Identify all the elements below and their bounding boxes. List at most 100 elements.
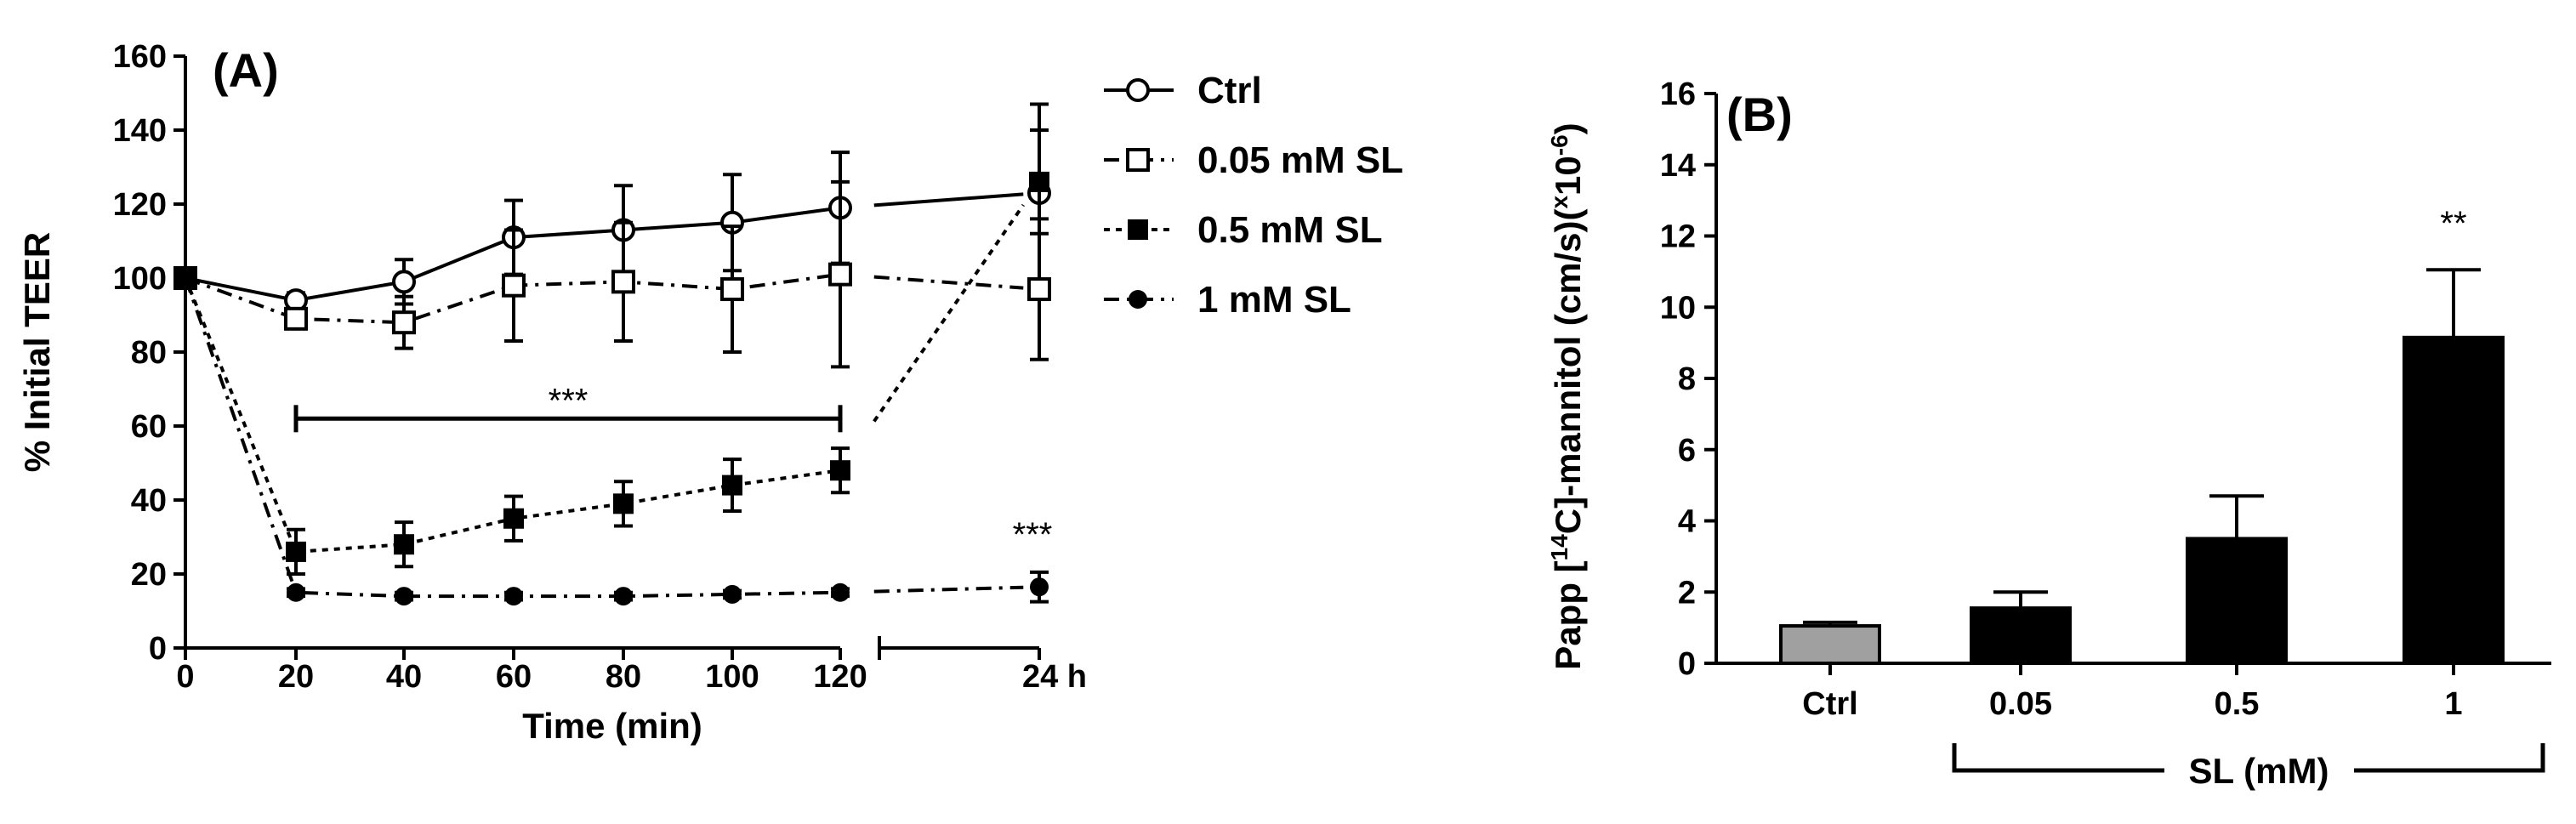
bar-group-0-5: 0.5 — [2186, 494, 2288, 722]
y-tick-label: 4 — [1678, 504, 1696, 540]
legend-label: 0.5 mM SL — [1197, 209, 1383, 251]
y-tick-label: 80 — [131, 335, 167, 371]
y-tick-label: 12 — [1660, 219, 1696, 255]
legend-label: 1 mM SL — [1197, 279, 1351, 321]
x-tick-label: 0.5 — [2215, 686, 2260, 722]
y-tick-label: 140 — [113, 113, 167, 149]
y-tick-label: 8 — [1678, 361, 1696, 397]
data-point — [284, 306, 308, 331]
x-tick-label: 40 — [386, 659, 422, 695]
series-line-24h — [873, 585, 1024, 594]
data-point — [831, 582, 850, 602]
legend-item-0-5-mm-sl: 0.5 mM SL — [1104, 209, 1383, 251]
y-tick-label: 14 — [1660, 148, 1696, 184]
panel-label: (A) — [213, 43, 279, 97]
data-point — [286, 541, 306, 562]
data-point — [503, 508, 524, 529]
y-axis-title: Papp [14C]-mannitol (cm/s)(x10-6) — [1546, 122, 1589, 669]
data-point — [1029, 171, 1049, 192]
data-point — [1027, 277, 1051, 302]
y-tick-label: 20 — [131, 557, 167, 593]
y-tick-label: 160 — [113, 39, 167, 75]
legend-marker — [1126, 78, 1150, 102]
data-point — [1030, 577, 1049, 597]
bar-group-1: 1 — [2403, 268, 2505, 722]
x-tick-label: 0 — [176, 659, 194, 695]
legend-item-1-mm-sl: 1 mM SL — [1104, 279, 1351, 321]
data-point — [830, 460, 850, 481]
x-tick-label: 0.05 — [1989, 686, 2052, 722]
y-tick-label: 0 — [149, 631, 167, 667]
x-tick-label: 100 — [705, 659, 759, 695]
bar — [2186, 537, 2288, 665]
legend-marker — [1126, 148, 1150, 172]
y-tick-label: 40 — [131, 483, 167, 519]
y-axis-title-part: ) — [1548, 122, 1588, 134]
data-point — [613, 493, 634, 514]
series-line-24h — [873, 275, 1024, 290]
y-tick-label: 60 — [131, 409, 167, 445]
data-point — [395, 587, 413, 606]
data-point — [614, 587, 633, 606]
panel-label: (B) — [1726, 88, 1793, 141]
significance-label: *** — [549, 382, 589, 419]
series-0-05-mm-sl — [173, 179, 1051, 369]
bar — [2403, 335, 2505, 665]
data-point — [176, 269, 195, 287]
y-tick-label: 6 — [1678, 433, 1696, 469]
legend-marker — [1128, 219, 1148, 240]
x-tick-label: 1 — [2444, 686, 2462, 722]
bar-group-0-05: 0.05 — [1970, 590, 2072, 722]
y-axis-title-part: C]-mannitol (cm/s)( — [1548, 209, 1588, 535]
legend-label: Ctrl — [1197, 70, 1262, 111]
x-axis-title: SL (mM) — [2189, 751, 2329, 791]
bracket-left — [1952, 743, 2164, 773]
data-point — [828, 262, 852, 287]
series-0-5-mm-sl — [175, 128, 1049, 576]
x-tick-label: 60 — [496, 659, 532, 695]
significance-label: ** — [2440, 205, 2466, 242]
data-point — [720, 277, 744, 302]
significance-label-24h: *** — [1013, 516, 1053, 554]
y-tick-label: 0 — [1678, 646, 1696, 682]
data-point — [611, 270, 635, 294]
bar-group-ctrl: Ctrl — [1779, 620, 1881, 722]
x-tick-label: 120 — [813, 659, 867, 695]
y-axis-title-part: Papp [ — [1548, 560, 1588, 669]
series-1-mm-sl — [176, 269, 1049, 606]
bar — [1779, 624, 1881, 665]
data-point — [723, 584, 742, 604]
bar — [1970, 606, 2072, 665]
y-axis-title-superscript: -6 — [1546, 134, 1572, 156]
x-tick-label: 80 — [606, 659, 641, 695]
data-point — [722, 475, 742, 496]
data-point — [392, 310, 416, 335]
bracket-right — [2354, 743, 2545, 773]
y-tick-label: 16 — [1660, 77, 1696, 112]
y-axis-title-superscript: 14 — [1546, 534, 1572, 561]
legend-label: 0.05 mM SL — [1197, 139, 1403, 181]
legend-item-ctrl: Ctrl — [1104, 70, 1262, 111]
x-tick-label: 20 — [278, 659, 314, 695]
x-tick-label: Ctrl — [1802, 686, 1857, 722]
legend: Ctrl 0.05 mM SL 0.5 mM SL 1 mM SL — [1104, 70, 1403, 321]
y-tick-label: 10 — [1660, 290, 1696, 326]
panel-a: 0 20 40 60 80 100 120 140 160 % Initial TEER 0 20 40… — [17, 39, 1403, 746]
y-tick-label: 2 — [1678, 575, 1696, 611]
y-axis-title-superscript: x — [1546, 196, 1572, 209]
series-line-24h — [873, 203, 1025, 423]
legend-marker — [1129, 290, 1147, 309]
series-line-24h — [873, 192, 1024, 207]
y-axis-title-part: 10 — [1548, 156, 1588, 196]
y-axis-title: % Initial TEER — [17, 232, 57, 472]
data-point — [287, 582, 305, 602]
legend-item-0-05-mm-sl: 0.05 mM SL — [1104, 139, 1403, 181]
x-axis-title: Time (min) — [522, 706, 702, 746]
y-tick-label: 120 — [113, 187, 167, 223]
x-tick-label: 24 h — [1022, 659, 1087, 695]
data-point — [392, 270, 416, 294]
data-point — [504, 587, 523, 606]
data-point — [502, 273, 526, 298]
